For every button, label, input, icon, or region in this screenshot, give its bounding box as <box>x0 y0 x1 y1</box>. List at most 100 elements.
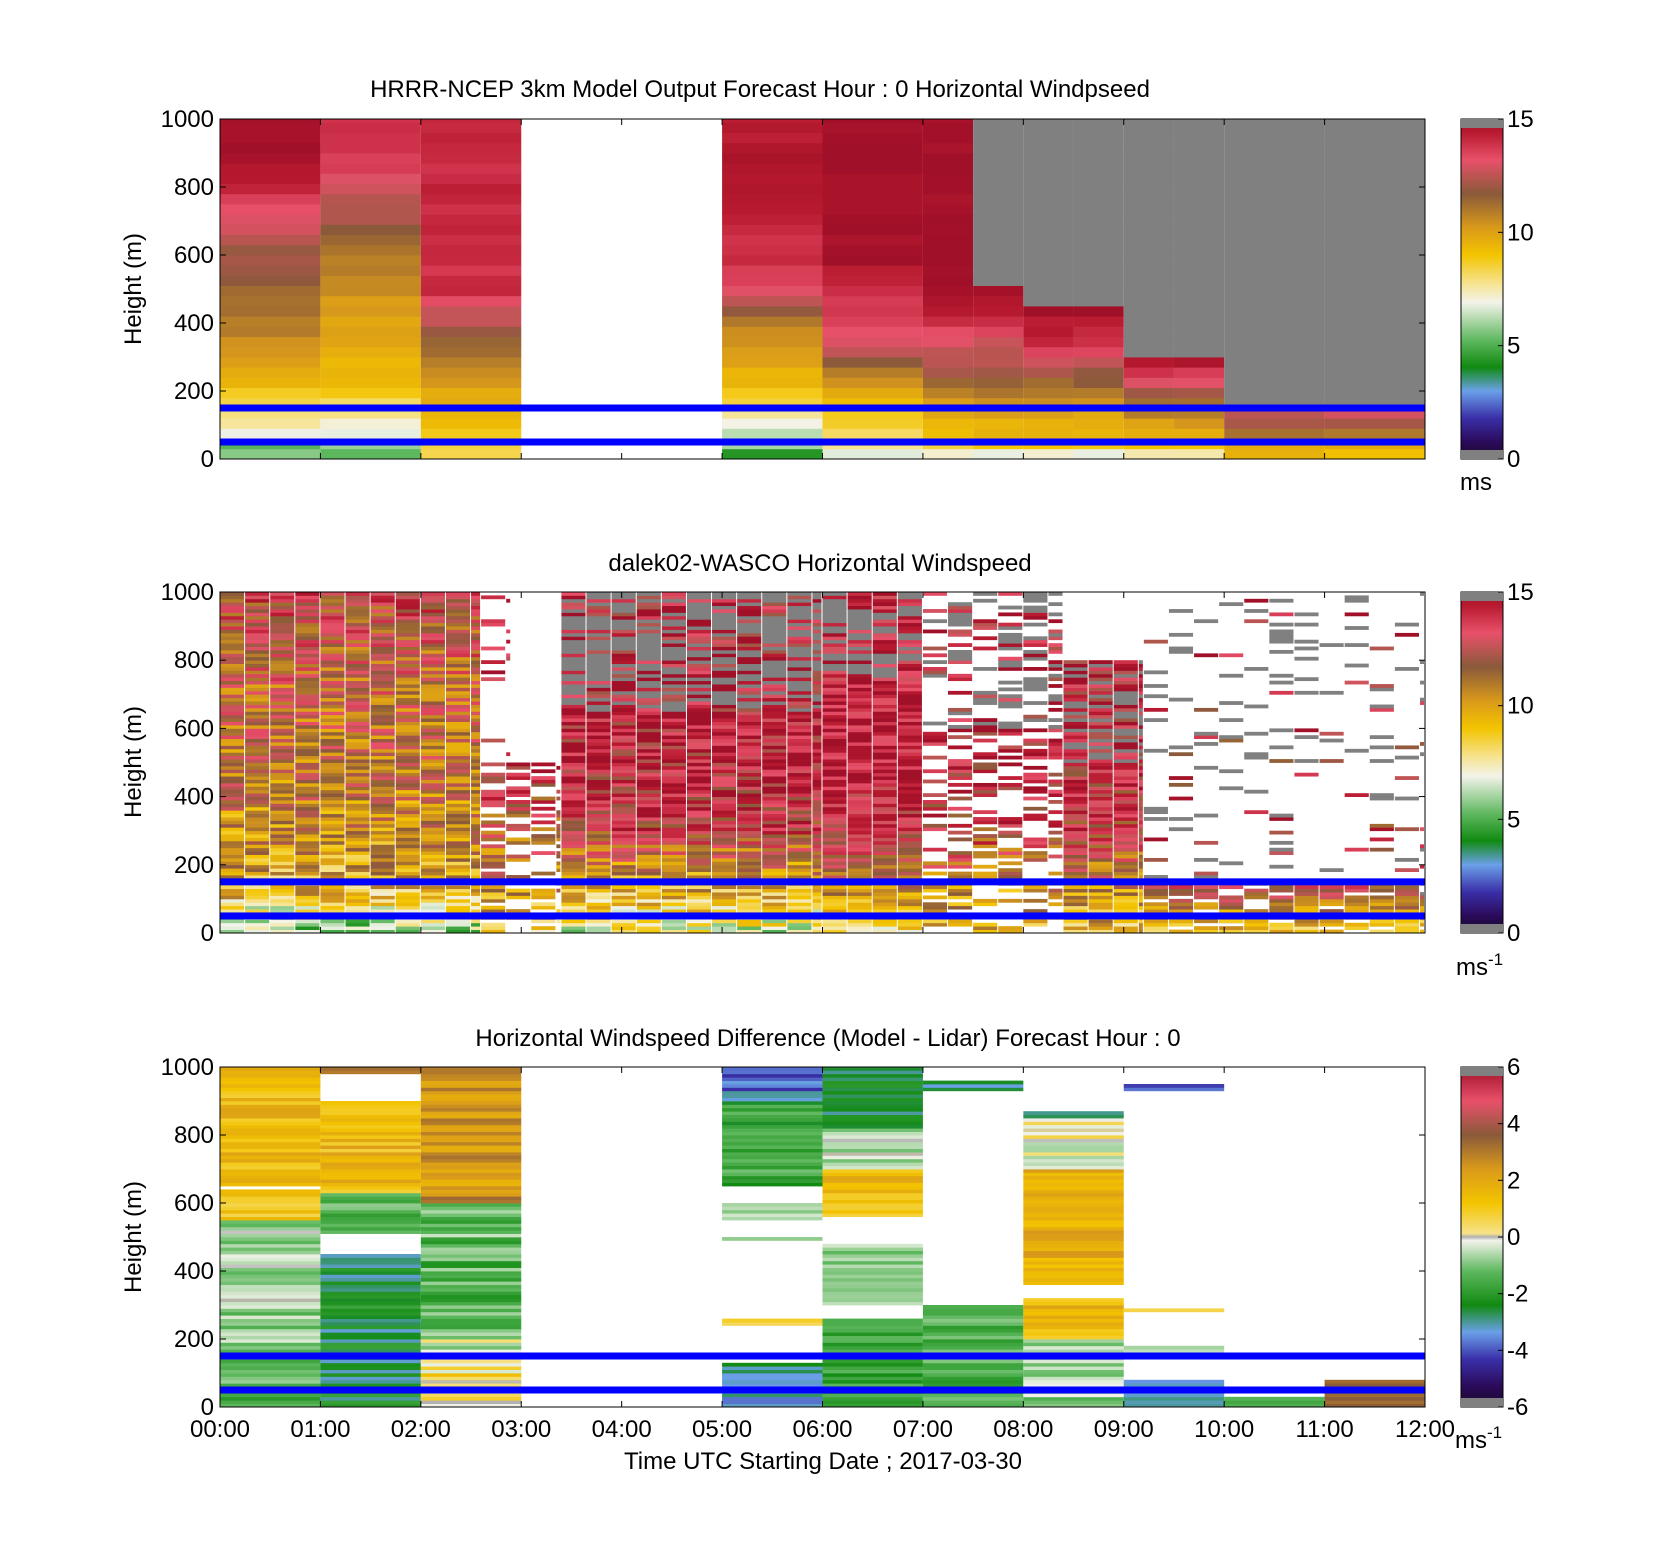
heatmap-cell <box>320 1152 421 1156</box>
heatmap-cell <box>1088 667 1113 671</box>
heatmap-cell <box>973 234 1024 246</box>
heatmap-cell <box>220 1169 321 1173</box>
heatmap-cell <box>320 418 421 429</box>
heatmap-cell <box>822 153 923 164</box>
heatmap-cell <box>420 718 445 722</box>
heatmap-cell <box>722 1172 823 1177</box>
heatmap-cell <box>787 888 812 893</box>
heatmap-cell <box>712 745 737 750</box>
heatmap-cell <box>1088 680 1113 685</box>
heatmap-cell <box>1394 776 1419 780</box>
heatmap-cell <box>1048 854 1063 859</box>
heatmap-cell <box>1023 367 1074 378</box>
heatmap-cell <box>922 397 974 409</box>
heatmap-cell <box>1023 776 1048 780</box>
heatmap-cell <box>998 612 1023 617</box>
heatmap-cell <box>445 748 471 753</box>
heatmap-cell <box>270 643 295 647</box>
heatmap-cell <box>722 1213 823 1217</box>
heatmap-cell <box>922 234 974 246</box>
heatmap-cell <box>1023 677 1048 682</box>
heatmap-cell <box>270 612 295 617</box>
heatmap-cell <box>897 827 922 832</box>
heatmap-cell <box>787 643 812 647</box>
heatmap-cell <box>1073 122 1124 133</box>
heatmap-cell <box>1023 204 1074 215</box>
heatmap-cell <box>1168 752 1194 757</box>
heatmap-cell <box>270 745 295 750</box>
heatmap-cell <box>471 892 481 896</box>
heatmap-cell <box>270 690 295 695</box>
heatmap-cell <box>586 639 611 644</box>
heatmap-cell <box>636 711 661 716</box>
heatmap-cell <box>1369 735 1394 740</box>
heatmap-cell <box>787 735 812 740</box>
heatmap-cell <box>712 759 737 763</box>
heatmap-cell <box>872 677 897 682</box>
heatmap-cell <box>822 810 847 815</box>
heatmap-cell <box>872 793 897 797</box>
heatmap-cell <box>561 776 586 780</box>
heatmap-cell <box>1023 1362 1124 1367</box>
heatmap-cell <box>345 605 370 610</box>
y-tick-label: 1000 <box>161 106 214 133</box>
heatmap-cell <box>847 779 872 784</box>
heatmap-cell <box>220 1175 321 1180</box>
heatmap-cell <box>245 820 270 825</box>
heatmap-cell <box>1123 119 1174 123</box>
heatmap-cell <box>722 265 823 276</box>
heatmap-cell <box>220 806 245 811</box>
heatmap-cell <box>1088 895 1113 900</box>
heatmap-cell <box>1143 817 1168 821</box>
heatmap-cell <box>872 602 897 607</box>
heatmap-cell <box>420 871 445 876</box>
heatmap-cell <box>586 748 611 753</box>
heatmap-cell <box>295 653 320 658</box>
heatmap-cell <box>1088 810 1113 815</box>
heatmap-cell <box>822 697 847 702</box>
heatmap-cell <box>395 868 420 873</box>
heatmap-cell <box>636 840 661 845</box>
heatmap-cell <box>897 724 922 729</box>
heatmap-cell <box>1224 234 1325 246</box>
heatmap-cell <box>897 639 922 644</box>
heatmap-cell <box>722 1135 823 1139</box>
heatmap-cell <box>1023 306 1074 317</box>
heatmap-cell <box>847 772 872 777</box>
heatmap-cell <box>922 295 974 307</box>
heatmap-cell <box>686 803 712 808</box>
heatmap-cell <box>787 602 812 607</box>
heatmap-cells <box>220 592 1424 934</box>
heatmap-cell <box>1063 670 1088 675</box>
heatmap-cell <box>661 755 686 760</box>
heatmap-cell <box>270 735 295 740</box>
heatmap-cell <box>1138 731 1143 736</box>
heatmap-cell <box>556 837 561 842</box>
heatmap-cell <box>722 119 823 123</box>
reference-line <box>220 1352 1425 1360</box>
heatmap-cell <box>586 752 611 757</box>
heatmap-cell <box>370 595 395 600</box>
heatmap-cell <box>1048 748 1063 753</box>
heatmap-cell <box>1023 806 1048 811</box>
heatmap-cell <box>973 769 998 774</box>
heatmap-cell <box>420 806 445 811</box>
heatmap-cell <box>245 813 270 818</box>
heatmap-cell <box>762 861 787 866</box>
heatmap-cell <box>1319 868 1344 873</box>
heatmap-cell <box>636 779 661 784</box>
heatmap-cell <box>220 204 321 215</box>
heatmap-cell <box>998 830 1023 835</box>
heatmap-cell <box>245 854 270 859</box>
heatmap-cell <box>872 704 897 709</box>
heatmap-cell <box>1294 735 1319 740</box>
heatmap-cell <box>370 789 395 794</box>
heatmap-cell <box>270 728 295 733</box>
heatmap-cell <box>812 864 822 869</box>
heatmap-cell <box>395 619 420 624</box>
heatmap-cell <box>420 1080 522 1085</box>
heatmap-cell <box>556 919 561 924</box>
heatmap-cell <box>812 602 822 607</box>
heatmap-cell <box>420 1155 522 1160</box>
